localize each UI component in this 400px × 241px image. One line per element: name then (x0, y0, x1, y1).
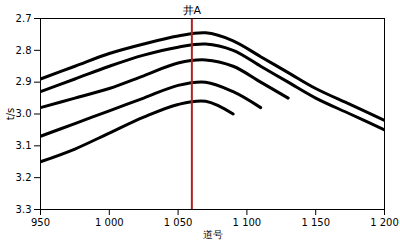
svg-text:道号: 道号 (203, 229, 223, 240)
svg-text:1 000: 1 000 (95, 217, 124, 228)
svg-text:950: 950 (31, 217, 50, 228)
svg-text:井A: 井A (183, 4, 202, 17)
svg-text:t/s: t/s (5, 108, 16, 121)
svg-text:2.7: 2.7 (16, 13, 32, 24)
svg-text:3.3: 3.3 (16, 204, 32, 215)
svg-text:1 050: 1 050 (164, 217, 193, 228)
svg-text:3.1: 3.1 (16, 140, 32, 151)
svg-text:2.8: 2.8 (16, 45, 32, 56)
svg-text:3.0: 3.0 (16, 108, 32, 119)
svg-text:1 150: 1 150 (301, 217, 330, 228)
svg-text:1 100: 1 100 (233, 217, 262, 228)
svg-text:1 200: 1 200 (370, 217, 399, 228)
svg-text:2.9: 2.9 (16, 76, 32, 87)
svg-text:3.2: 3.2 (16, 172, 32, 183)
